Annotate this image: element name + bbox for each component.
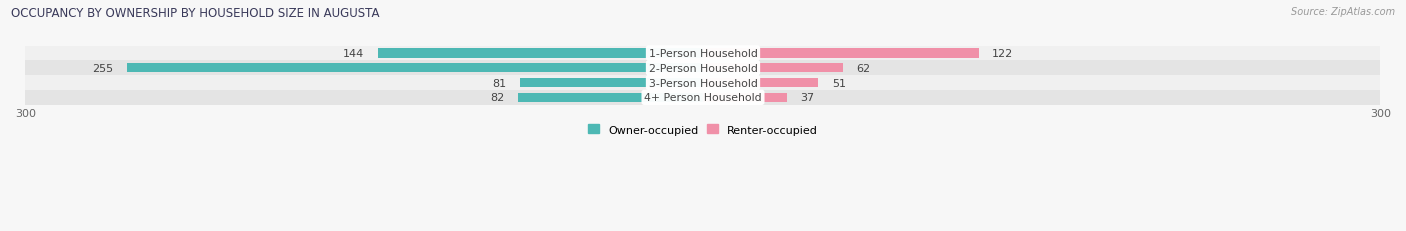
Text: 81: 81 (492, 78, 506, 88)
Text: Source: ZipAtlas.com: Source: ZipAtlas.com (1291, 7, 1395, 17)
Text: 51: 51 (832, 78, 846, 88)
Text: 82: 82 (491, 93, 505, 103)
Text: 1-Person Household: 1-Person Household (648, 49, 758, 59)
Bar (25, 46, 1381, 61)
Text: 255: 255 (93, 64, 114, 73)
Text: OCCUPANCY BY OWNERSHIP BY HOUSEHOLD SIZE IN AUGUSTA: OCCUPANCY BY OWNERSHIP BY HOUSEHOLD SIZE… (11, 7, 380, 20)
Text: 62: 62 (856, 64, 870, 73)
Bar (520, 79, 703, 88)
Bar (517, 93, 703, 102)
Bar (25, 76, 1381, 91)
Bar (703, 49, 979, 58)
Bar (703, 79, 818, 88)
Bar (378, 49, 703, 58)
Bar (703, 64, 844, 73)
Text: 144: 144 (343, 49, 364, 59)
Bar (25, 61, 1381, 76)
Text: 3-Person Household: 3-Person Household (648, 78, 758, 88)
Text: 37: 37 (800, 93, 814, 103)
Text: 122: 122 (993, 49, 1014, 59)
Bar (25, 91, 1381, 105)
Legend: Owner-occupied, Renter-occupied: Owner-occupied, Renter-occupied (583, 120, 823, 140)
Bar (703, 93, 786, 102)
Text: 4+ Person Household: 4+ Person Household (644, 93, 762, 103)
Bar (127, 64, 703, 73)
Text: 2-Person Household: 2-Person Household (648, 64, 758, 73)
